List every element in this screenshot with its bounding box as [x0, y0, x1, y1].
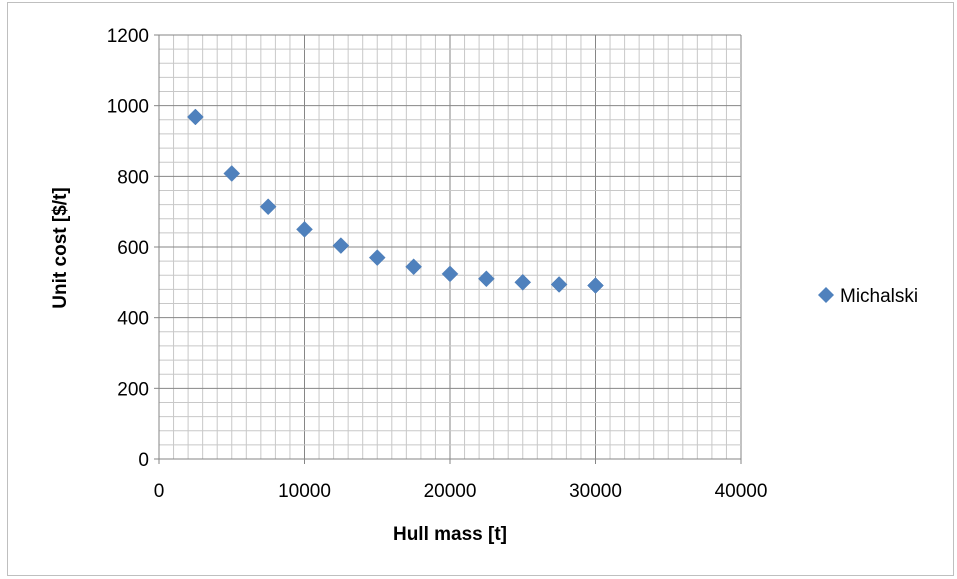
data-point [405, 258, 422, 276]
x-tick-label: 40000 [715, 481, 768, 502]
x-axis-title: Hull mass [t] [393, 524, 507, 545]
x-tick-label: 30000 [569, 481, 622, 502]
data-point [441, 265, 459, 283]
data-point [332, 237, 350, 254]
y-tick-label: 0 [138, 450, 149, 471]
legend-marker [818, 287, 834, 303]
data-point [514, 273, 532, 291]
data-point [550, 276, 568, 293]
y-tick-label: 600 [117, 238, 149, 259]
data-point [368, 249, 386, 266]
y-axis-title: Unit cost [$/t] [50, 187, 71, 308]
legend: Michalski [818, 286, 918, 307]
x-tick-label: 20000 [424, 481, 477, 502]
data-point [478, 270, 495, 288]
x-tick-label: 0 [154, 481, 165, 502]
x-tick-labels: 0 10000 20000 30000 40000 [154, 459, 768, 502]
y-tick-label: 1200 [107, 26, 149, 47]
data-points [187, 108, 604, 294]
data-point [259, 198, 277, 216]
y-tick-label: 200 [117, 379, 149, 400]
y-tick-label: 800 [117, 167, 149, 188]
x-tick-label: 10000 [278, 481, 331, 502]
data-point [187, 108, 204, 126]
grid [158, 34, 742, 460]
data-point [223, 165, 241, 182]
data-point [296, 220, 313, 238]
y-tick-label: 400 [117, 309, 149, 330]
data-point [587, 277, 604, 294]
y-tick-label: 1000 [107, 97, 149, 118]
legend-label: Michalski [840, 286, 918, 307]
y-tick-labels: 0 200 400 600 800 1000 1200 [107, 26, 159, 471]
